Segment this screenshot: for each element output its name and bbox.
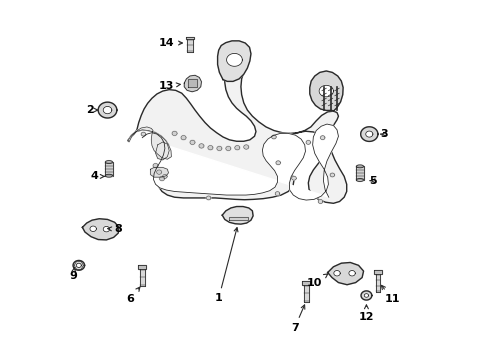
Polygon shape [275,161,280,165]
Text: 3: 3 [379,129,386,139]
Polygon shape [150,167,168,177]
Text: 11: 11 [381,285,399,304]
Polygon shape [190,140,195,144]
Polygon shape [302,281,309,285]
Polygon shape [217,41,250,81]
Polygon shape [375,274,380,292]
Polygon shape [90,226,96,231]
Text: 4: 4 [90,171,104,181]
Polygon shape [181,135,185,140]
Polygon shape [187,39,192,51]
Text: 5: 5 [368,176,376,186]
Polygon shape [155,142,169,160]
Text: 8: 8 [107,225,122,234]
Text: 10: 10 [306,274,327,288]
Polygon shape [291,176,296,180]
Polygon shape [185,37,194,39]
Polygon shape [76,263,81,267]
Polygon shape [305,140,310,144]
Ellipse shape [356,165,363,168]
Polygon shape [163,175,167,178]
Polygon shape [234,145,239,150]
Polygon shape [364,294,368,297]
Polygon shape [103,107,112,114]
Polygon shape [172,131,177,135]
Polygon shape [319,85,333,97]
Polygon shape [98,102,117,118]
Polygon shape [244,145,248,149]
Polygon shape [225,146,230,150]
Ellipse shape [105,174,112,177]
Ellipse shape [356,179,363,181]
Polygon shape [199,144,203,148]
Polygon shape [159,176,164,181]
Text: 14: 14 [158,38,182,48]
Text: 13: 13 [158,81,180,91]
Polygon shape [226,53,242,66]
Polygon shape [206,196,210,200]
Text: 7: 7 [290,305,304,333]
Polygon shape [138,265,146,269]
Polygon shape [365,131,372,137]
Polygon shape [373,270,381,274]
Polygon shape [271,135,276,139]
Text: 1: 1 [214,228,238,303]
Polygon shape [275,192,279,195]
Polygon shape [360,127,377,141]
Polygon shape [333,270,340,276]
Polygon shape [103,226,109,232]
Polygon shape [356,166,363,180]
Polygon shape [128,127,171,159]
Polygon shape [73,261,84,270]
Polygon shape [142,124,338,200]
Polygon shape [105,162,112,176]
Polygon shape [229,217,247,220]
Polygon shape [222,207,253,224]
Polygon shape [348,270,355,276]
Polygon shape [128,62,346,203]
Polygon shape [360,291,371,300]
Polygon shape [187,79,197,87]
Text: 12: 12 [358,305,373,322]
Polygon shape [184,75,201,92]
Polygon shape [153,163,158,168]
Polygon shape [329,173,334,177]
Text: 2: 2 [85,105,98,115]
Polygon shape [309,71,343,111]
Text: 9: 9 [69,268,77,281]
Polygon shape [140,269,144,286]
Polygon shape [327,262,363,285]
Polygon shape [207,145,212,150]
Polygon shape [82,219,119,240]
Polygon shape [141,132,145,136]
Polygon shape [320,136,324,140]
Text: 6: 6 [126,287,140,304]
Polygon shape [217,146,222,150]
Polygon shape [156,170,162,174]
Polygon shape [318,199,322,203]
Polygon shape [303,285,308,302]
Ellipse shape [105,161,112,163]
